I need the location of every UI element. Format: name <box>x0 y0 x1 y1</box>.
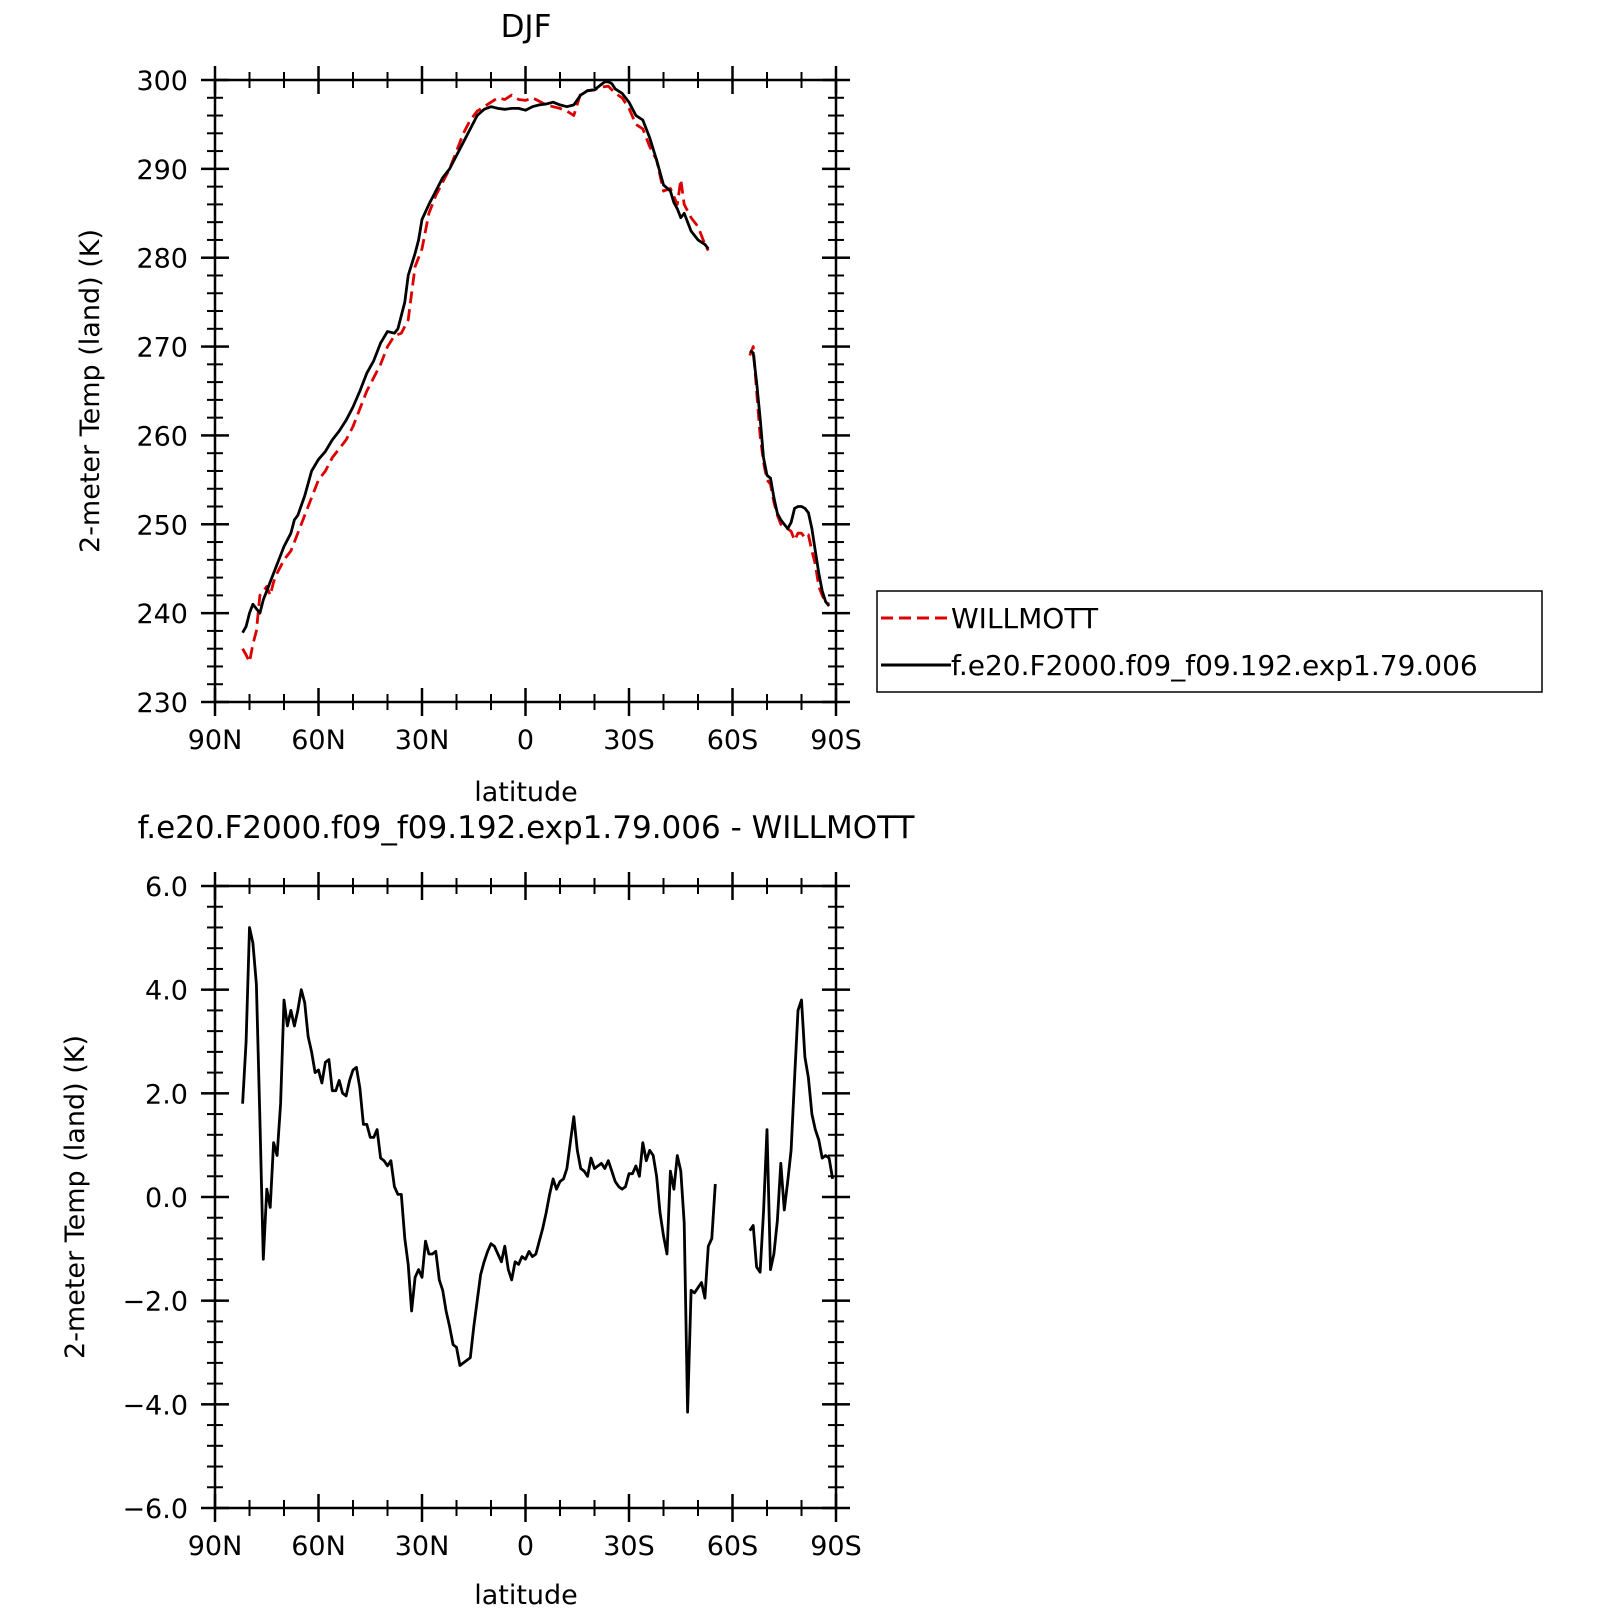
bottom-x-tick-label: 60S <box>707 1531 759 1562</box>
bottom-x-tick-label: 90S <box>810 1531 862 1562</box>
top-x-tick-label: 30S <box>603 725 655 756</box>
bottom-y-tick-label: 4.0 <box>145 976 188 1007</box>
top-chart-title: DJF <box>501 9 552 45</box>
bottom-x-tick-label: 90N <box>188 1531 243 1562</box>
top-y-tick-label: 290 <box>136 155 188 186</box>
bottom-x-axis-label: latitude <box>474 1580 578 1611</box>
bottom-y-tick-label: 6.0 <box>145 872 188 903</box>
top-y-axis-label: 2-meter Temp (land) (K) <box>75 229 106 553</box>
bottom-y-axis-label: 2-meter Temp (land) (K) <box>60 1035 91 1359</box>
bottom-y-tick-label: −2.0 <box>122 1287 188 1318</box>
bottom-axes: 90N 60N 30N 0 30S 60S 90S −6.0 −4.0 −2.0 0.0 2.0 4.0… <box>122 872 862 1562</box>
top-plot-frame <box>213 78 838 704</box>
bottom-x-tick-label: 0 <box>517 1531 534 1562</box>
bottom-x-tick-label: 30N <box>395 1531 450 1562</box>
bottom-x-tick-label: 60N <box>291 1531 346 1562</box>
top-panel: DJF 90N 60N 30N 0 30S 60S 90S 230 240 250 260 270 28… <box>75 9 1543 808</box>
top-series-1-line <box>241 80 710 634</box>
legend-box <box>876 590 1543 693</box>
top-series-0-line <box>748 345 830 606</box>
top-y-tick-label: 260 <box>136 421 188 452</box>
top-series-0-line <box>241 84 710 664</box>
top-y-tick-label: 300 <box>136 66 188 97</box>
legend-label-willmott: WILLMOTT <box>951 602 1099 635</box>
bottom-panel: f.e20.F2000.f09_f09.192.exp1.79.006 - WI… <box>60 810 915 1611</box>
top-x-tick-label: 30N <box>395 725 450 756</box>
top-x-tick-label: 60S <box>707 725 759 756</box>
legend-label-model: f.e20.F2000.f09_f09.192.exp1.79.006 <box>951 649 1478 682</box>
top-x-tick-label: 0 <box>517 725 534 756</box>
bottom-plot-frame <box>213 884 838 1510</box>
top-axes: 90N 60N 30N 0 30S 60S 90S 230 240 250 260 270 280 290… <box>136 66 862 756</box>
legend: WILLMOTT f.e20.F2000.f09_f09.192.exp1.79… <box>876 590 1543 693</box>
bottom-series-layer <box>241 926 834 1414</box>
top-y-tick-label: 270 <box>136 333 188 364</box>
bottom-y-tick-label: 0.0 <box>145 1183 188 1214</box>
top-y-tick-label: 280 <box>136 244 188 275</box>
bottom-y-tick-label: 2.0 <box>145 1079 188 1110</box>
top-x-axis-label: latitude <box>474 777 578 808</box>
top-x-tick-label: 90N <box>188 725 243 756</box>
bottom-y-tick-label: −4.0 <box>122 1390 188 1421</box>
top-series-1-line <box>749 349 831 607</box>
top-series-layer <box>241 80 831 664</box>
bottom-series-0-line <box>748 998 834 1274</box>
top-y-tick-label: 250 <box>136 510 188 541</box>
top-x-tick-label: 90S <box>810 725 862 756</box>
bottom-chart-title: f.e20.F2000.f09_f09.192.exp1.79.006 - WI… <box>138 810 916 846</box>
top-x-tick-label: 60N <box>291 725 346 756</box>
bottom-x-tick-label: 30S <box>603 1531 655 1562</box>
bottom-y-tick-label: −6.0 <box>122 1494 188 1525</box>
top-y-tick-label: 240 <box>136 599 188 630</box>
bottom-series-0-line <box>241 926 717 1414</box>
top-y-tick-label: 230 <box>136 688 188 719</box>
